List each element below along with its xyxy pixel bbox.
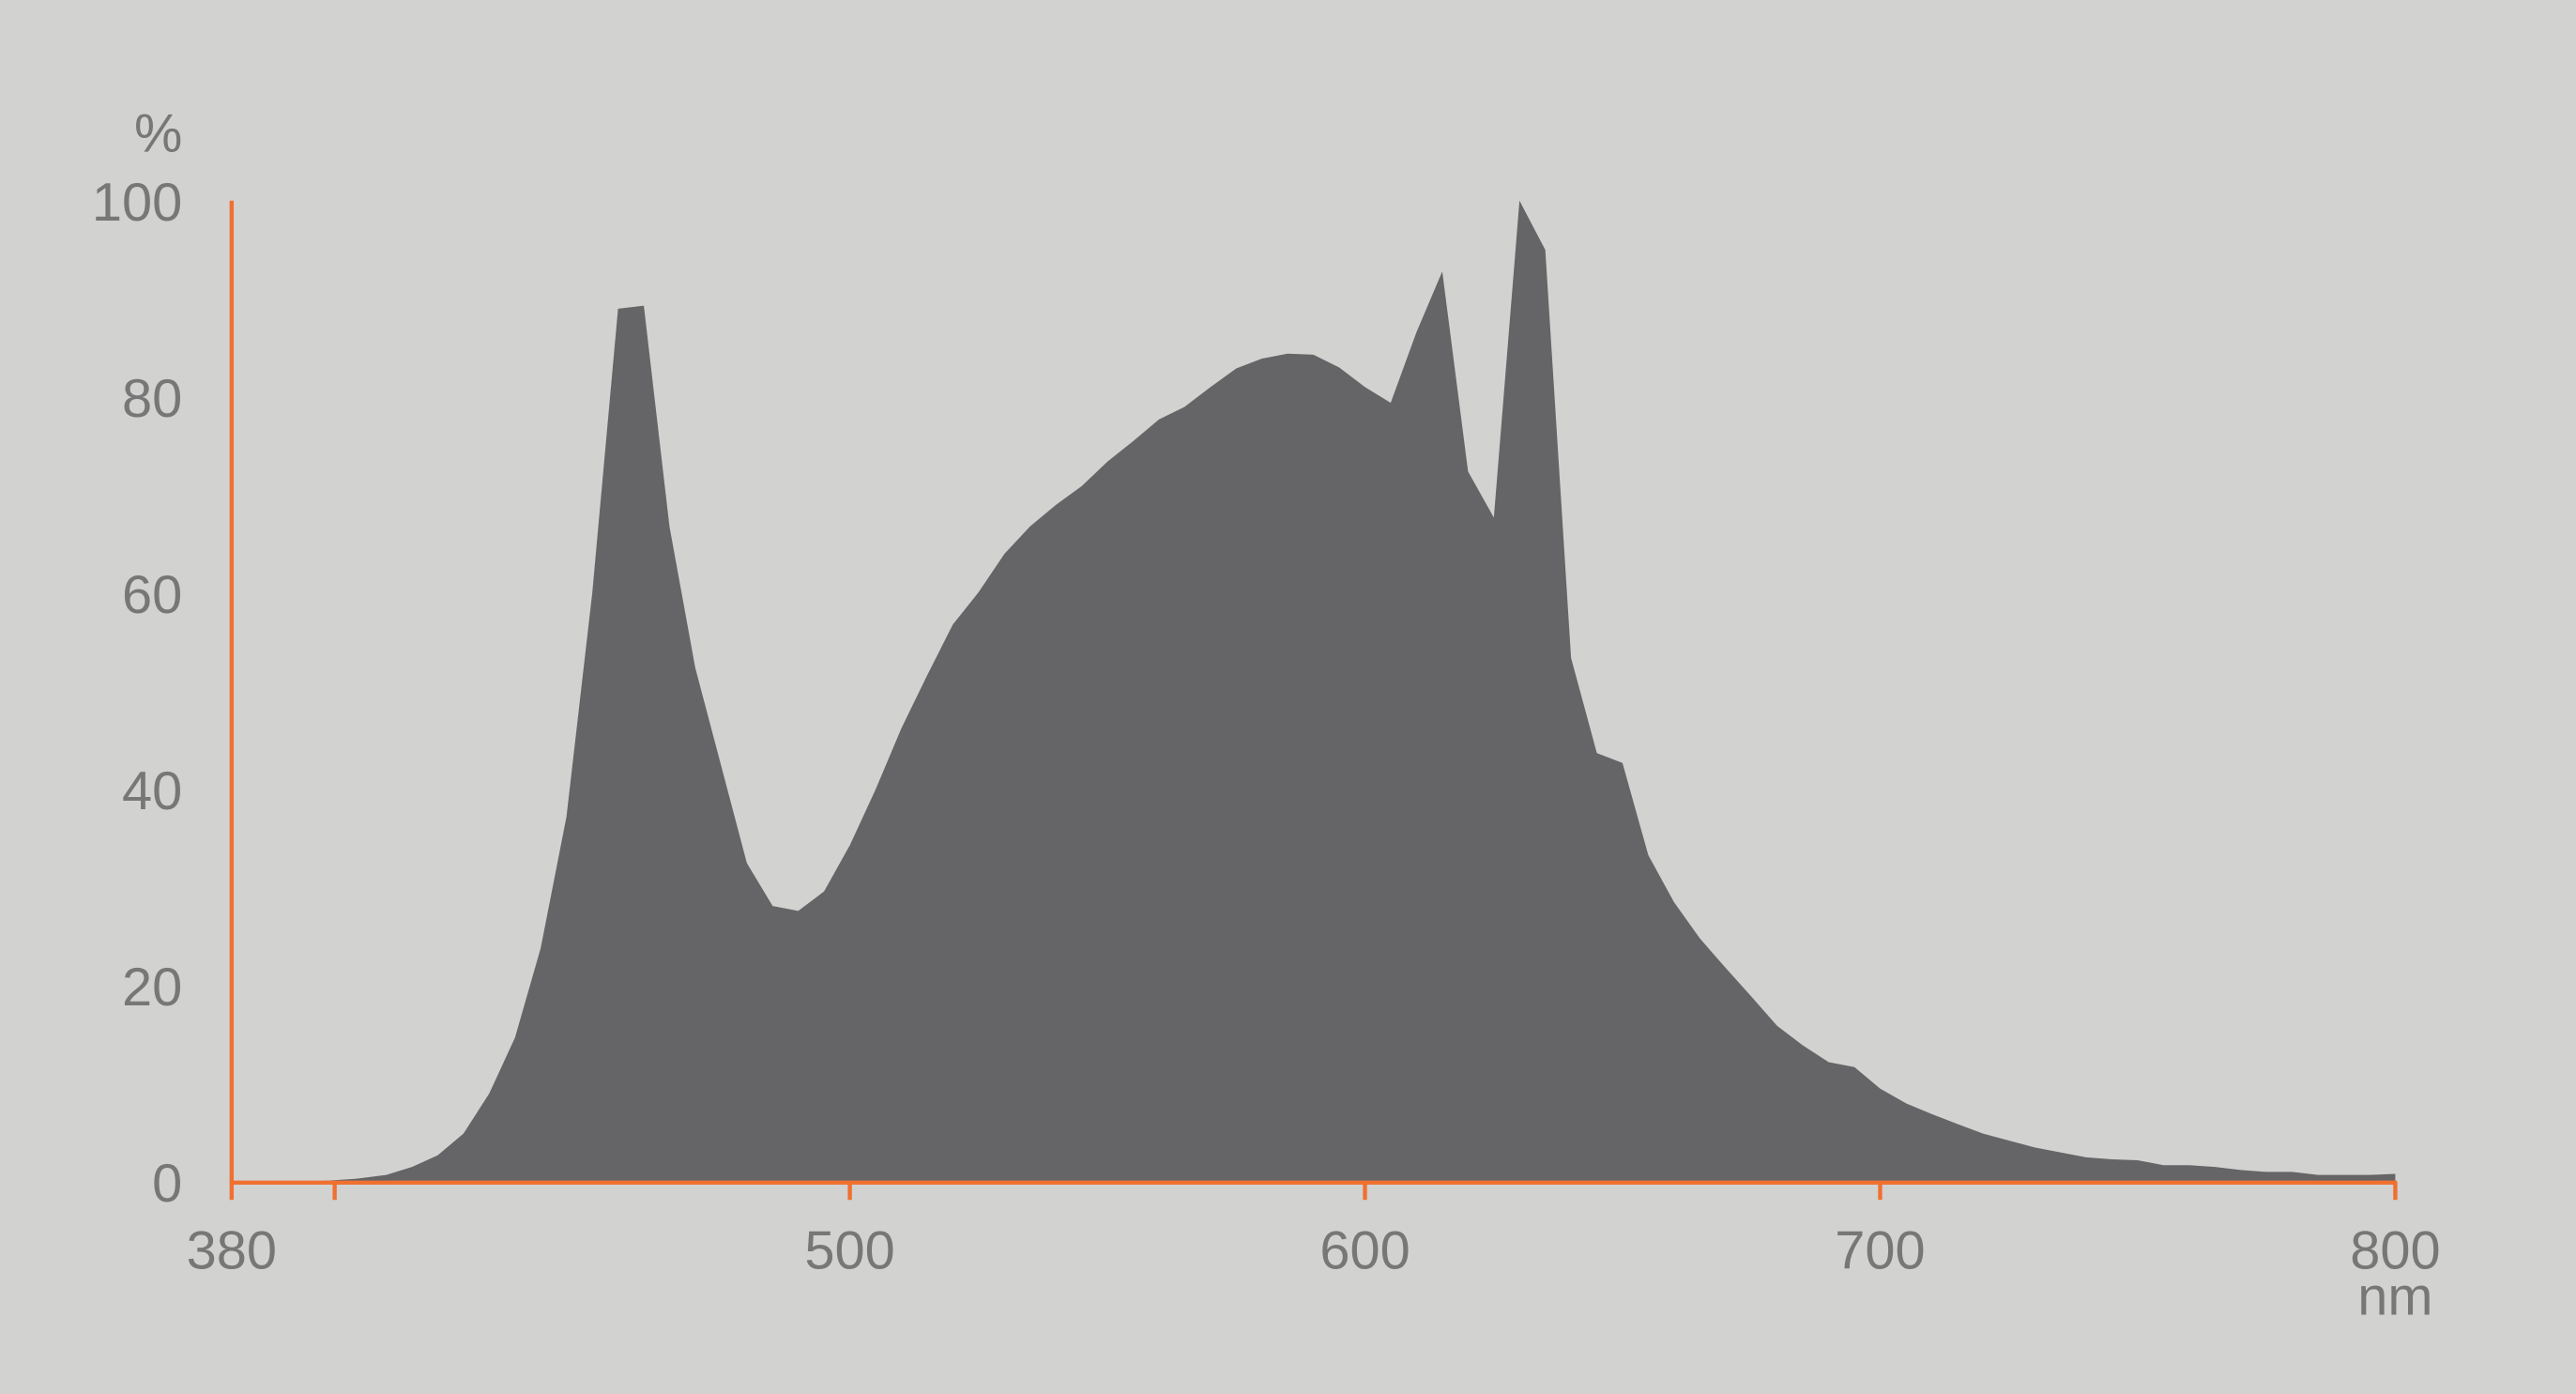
x-tick-label: 600 [1319, 1221, 1410, 1281]
y-tick-label: 100 [92, 173, 182, 233]
y-tick-label: 40 [122, 761, 182, 821]
x-tick-label: 700 [1835, 1221, 1925, 1281]
spectrum-area [231, 200, 2396, 1182]
x-tick-label: 800 [2350, 1221, 2440, 1281]
x-axis-unit: nm [2357, 1267, 2432, 1327]
y-tick-label: 20 [122, 957, 182, 1018]
y-axis-unit: % [134, 103, 182, 163]
x-tick-label: 380 [187, 1221, 277, 1281]
x-tick-label: 500 [804, 1221, 894, 1281]
y-tick-label: 60 [122, 565, 182, 625]
y-tick-label: 0 [152, 1154, 182, 1214]
y-tick-label: 80 [122, 369, 182, 429]
